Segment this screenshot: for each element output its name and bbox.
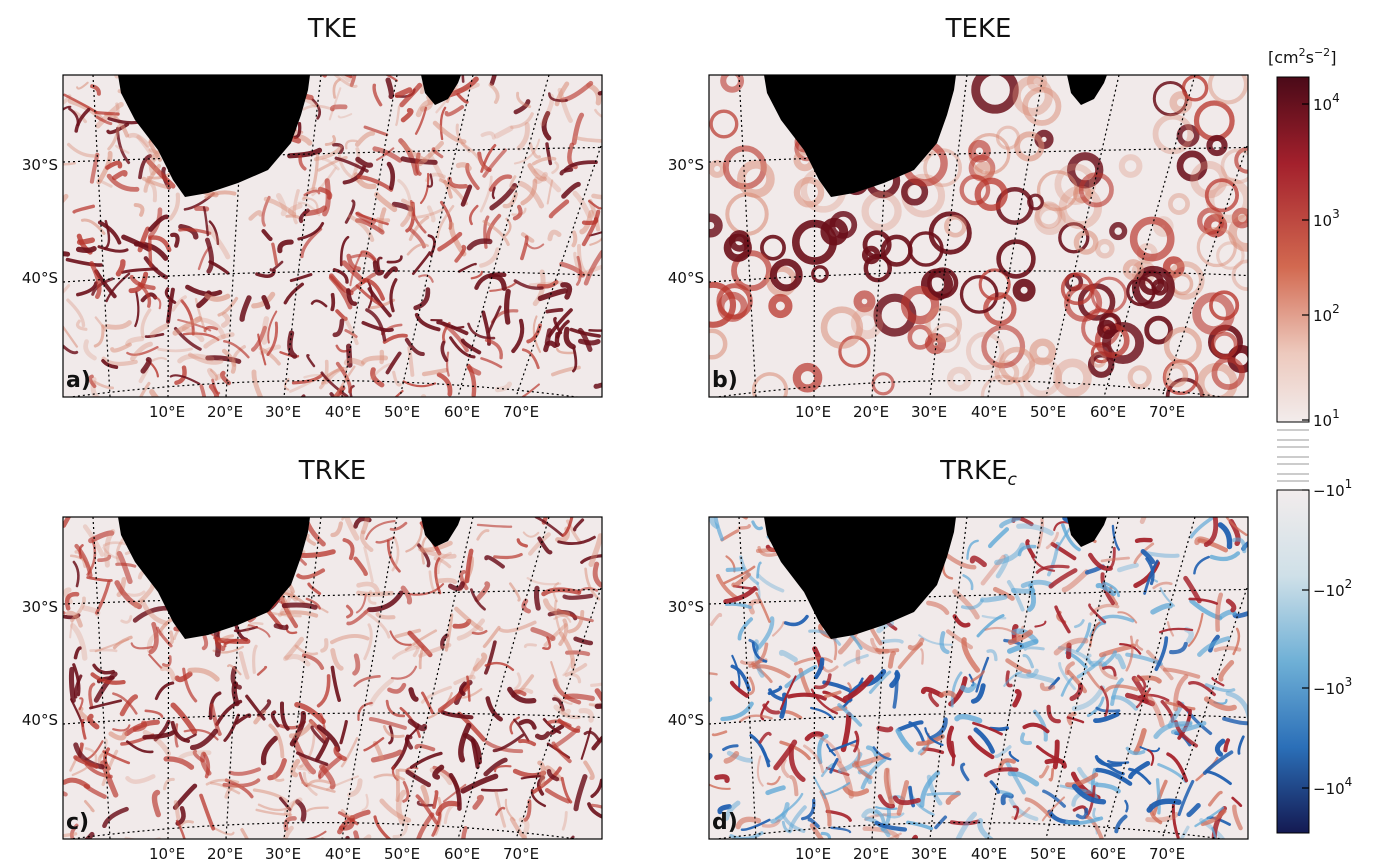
x-tick-label: 70°E: [503, 845, 539, 859]
panel-title: TKE: [307, 14, 357, 44]
x-tick-label: 50°E: [384, 845, 420, 859]
africa-landmass: [764, 517, 956, 639]
x-tick-label: 70°E: [503, 403, 539, 421]
panel-frame: [708, 516, 1249, 840]
graticule: [63, 75, 602, 397]
africa-landmass: [118, 517, 310, 639]
madagascar-landmass: [421, 517, 461, 547]
graticule: [709, 75, 1248, 397]
x-tick-label: 10°E: [795, 403, 831, 421]
graticule: [709, 517, 1248, 839]
y-tick-label: 30°S: [668, 598, 704, 616]
x-tick-label: 30°E: [265, 403, 301, 421]
panel-4: TRKEc d) 10°E 20°E 30°E 40°E 50°E 60°E 70°E 30°S 4…: [668, 456, 1249, 859]
x-tick-label: 30°E: [265, 845, 301, 859]
colorbar-positive: [1276, 76, 1310, 423]
panel-letter: b): [712, 368, 738, 393]
panel-title: TRKEc: [939, 456, 1017, 490]
africa-landmass: [764, 75, 956, 197]
africa-landmass: [118, 75, 310, 197]
x-tick-label: 50°E: [1030, 845, 1066, 859]
x-tick-label: 20°E: [207, 845, 243, 859]
x-tick-label: 60°E: [1090, 403, 1126, 421]
panel-letter: a): [66, 368, 91, 393]
x-tick-label: 60°E: [444, 403, 480, 421]
colorbar-tick-label: 102: [1313, 302, 1340, 325]
colorbar-unit-label: [cm2s−2]: [1268, 46, 1336, 67]
colorbar-tick-label: −104: [1313, 775, 1352, 798]
colorbar-tick-label: −102: [1313, 577, 1352, 600]
x-tick-label: 40°E: [325, 845, 361, 859]
panel-letter: c): [66, 810, 89, 835]
x-tick-label: 60°E: [444, 845, 480, 859]
colorbar: [cm2s−2] 104 103 102 101 −101 −102 −103 −104: [1268, 46, 1352, 834]
panel-3: TRKE c) 10°E 20°E 30°E 40°E 50°E 60°E 70°E 30°S 40…: [22, 456, 603, 859]
x-tick-label: 20°E: [853, 845, 889, 859]
panel-title: TEKE: [945, 14, 1012, 44]
colorbar-tick-label: 104: [1313, 91, 1340, 114]
x-tick-label: 30°E: [911, 845, 947, 859]
x-tick-label: 20°E: [207, 403, 243, 421]
x-tick-label: 40°E: [971, 845, 1007, 859]
madagascar-landmass: [1067, 75, 1107, 105]
graticule: [63, 517, 602, 839]
y-tick-label: 30°S: [22, 156, 58, 174]
x-tick-label: 10°E: [795, 845, 831, 859]
panel-title: TRKE: [298, 456, 366, 486]
madagascar-landmass: [1067, 517, 1107, 547]
panel-letter: d): [712, 810, 738, 835]
y-tick-label: 40°S: [22, 711, 58, 729]
colorbar-tick-label: −101: [1313, 477, 1352, 500]
x-tick-label: 50°E: [384, 403, 420, 421]
colorbar-tick-label: 101: [1313, 407, 1340, 430]
x-tick-label: 40°E: [325, 403, 361, 421]
x-tick-label: 60°E: [1090, 845, 1126, 859]
x-tick-label: 70°E: [1149, 403, 1185, 421]
x-tick-label: 70°E: [1149, 845, 1185, 859]
colorbar-negative: [1276, 489, 1310, 834]
colorbar-tick-label: 103: [1313, 207, 1340, 230]
x-tick-label: 20°E: [853, 403, 889, 421]
y-tick-label: 40°S: [22, 269, 58, 287]
y-tick-label: 40°S: [668, 711, 704, 729]
y-tick-label: 40°S: [668, 269, 704, 287]
x-tick-label: 10°E: [149, 845, 185, 859]
eddy-field: [63, 517, 602, 839]
x-tick-label: 10°E: [149, 403, 185, 421]
y-tick-label: 30°S: [668, 156, 704, 174]
panel-frame: [708, 74, 1249, 398]
madagascar-landmass: [421, 75, 461, 105]
y-tick-label: 30°S: [22, 598, 58, 616]
x-tick-label: 40°E: [971, 403, 1007, 421]
panel-2: TEKE b) 10°E 20°E 30°E 40°E 50°E 60°E 70°E 30°S 40…: [668, 14, 1249, 421]
colorbar-tick-label: −103: [1313, 675, 1352, 698]
panel-frame: [62, 74, 603, 398]
panel-frame: [62, 516, 603, 840]
x-tick-label: 30°E: [911, 403, 947, 421]
panel-1: TKE a) 10°E 20°E 30°E 40°E 50°E 60°E 70°E 30°S 40°…: [22, 14, 603, 421]
x-tick-label: 50°E: [1030, 403, 1066, 421]
